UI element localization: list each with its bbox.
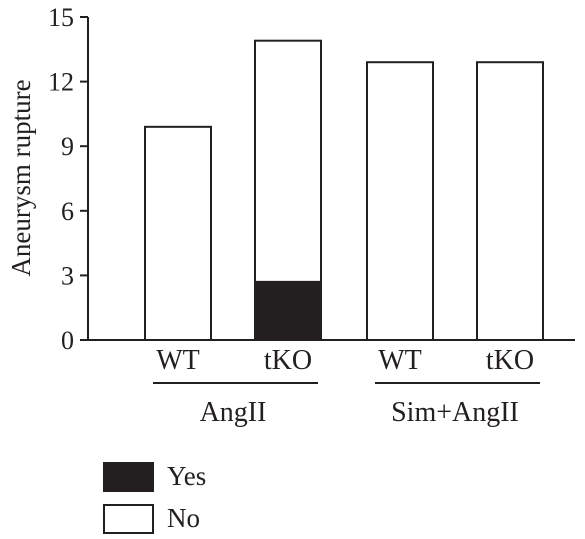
category-label: tKO — [264, 345, 312, 376]
y-tick-label: 15 — [48, 3, 74, 32]
bar-no-2 — [366, 61, 434, 341]
group-label: Sim+AngII — [391, 397, 519, 428]
bar-yes-1 — [254, 280, 322, 341]
legend-swatch-no — [103, 504, 154, 534]
y-tick-label: 3 — [61, 261, 74, 290]
y-tick-label: 9 — [61, 132, 74, 161]
bar-no-0 — [144, 125, 212, 341]
legend-swatch-yes — [103, 462, 154, 492]
y-tick-label: 12 — [48, 68, 74, 97]
y-axis-label: Aneurysm rupture — [6, 79, 36, 276]
bar-no-1 — [254, 39, 322, 283]
group-labels: AngII Sim+AngII — [153, 382, 540, 428]
category-label: WT — [156, 345, 200, 376]
group-label: AngII — [200, 397, 267, 428]
legend: Yes No — [103, 461, 206, 534]
y-tick-label: 0 — [61, 326, 74, 355]
category-labels: WT tKO WT tKO — [156, 345, 534, 376]
bars — [144, 39, 544, 341]
y-tick-label: 6 — [61, 197, 74, 226]
legend-label-yes: Yes — [167, 461, 206, 491]
bar-no-3 — [476, 61, 544, 341]
category-label: tKO — [486, 345, 534, 376]
y-axis: 0 3 6 9 12 15 — [48, 3, 89, 355]
category-label: WT — [378, 345, 422, 376]
legend-label-no: No — [167, 503, 200, 533]
